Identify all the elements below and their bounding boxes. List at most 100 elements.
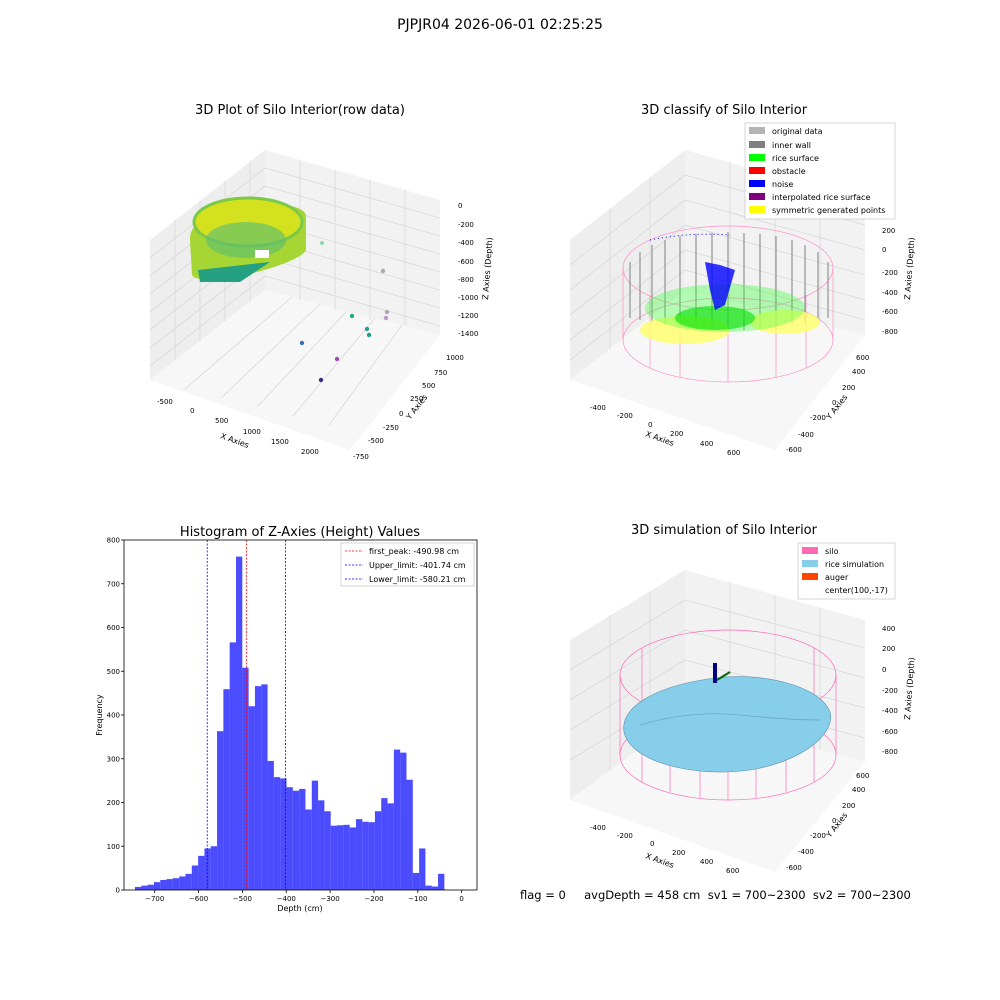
- histogram-bar: [280, 778, 287, 890]
- legend-label: noise: [772, 180, 793, 189]
- sim-z-label: Z Axies (Depth): [903, 657, 916, 720]
- histogram-x-label: Depth (cm): [277, 904, 322, 913]
- legend-swatch: [749, 193, 765, 200]
- histogram-bar: [185, 873, 192, 890]
- x-tick-label: −600: [189, 895, 208, 903]
- histogram-bar: [248, 706, 255, 890]
- sim-auger: [713, 663, 731, 683]
- legend-label: interpolated rice surface: [772, 193, 870, 202]
- classify-z-tick: 0: [882, 246, 886, 254]
- histogram-bar: [381, 798, 388, 890]
- raw-y-tick: 500: [422, 382, 435, 390]
- sim-y-tick: 0: [832, 817, 836, 825]
- sim-z-tick: -600: [882, 728, 898, 736]
- histogram-bar: [305, 809, 312, 890]
- y-tick-label: 0: [116, 887, 120, 895]
- figure-title: PJPJR04 2026-06-01 02:25:25: [397, 17, 603, 33]
- classify-x-tick: 400: [700, 440, 713, 448]
- histogram-bar: [198, 855, 205, 890]
- classify-z-tick: 200: [882, 227, 895, 235]
- legend-swatch: [749, 141, 765, 148]
- sim-z-tick: -800: [882, 748, 898, 756]
- classify-y-tick: 400: [852, 368, 865, 376]
- histogram-bar: [349, 827, 356, 890]
- histogram-bar: [166, 879, 173, 890]
- y-tick-label: 600: [107, 624, 120, 632]
- legend-swatch: [802, 560, 818, 567]
- histogram-bar: [217, 731, 224, 890]
- sim-x-tick: 200: [672, 849, 685, 857]
- raw-z-tick: -800: [458, 276, 474, 284]
- x-tick-label: 0: [459, 895, 463, 903]
- legend-label: original data: [772, 127, 823, 136]
- y-tick-label: 100: [107, 843, 120, 851]
- status-footer: flag = 0 avgDepth = 458 cm sv1 = 700~230…: [520, 888, 911, 902]
- classify-y-label: Y Axies: [824, 393, 850, 422]
- classify-y-tick: 0: [832, 399, 836, 407]
- y-tick-label: 800: [107, 537, 120, 545]
- histogram-bar: [318, 800, 325, 890]
- legend-upper-limit: Upper_limit: -401.74 cm: [369, 561, 466, 570]
- legend-label: rice surface: [772, 154, 819, 163]
- legend-label: silo: [825, 547, 839, 556]
- histogram-bar: [235, 556, 243, 890]
- histogram-bar: [419, 848, 426, 890]
- raw-z-tick: -1200: [458, 312, 478, 320]
- legend-swatch: [749, 154, 765, 161]
- histogram-bar: [406, 779, 413, 890]
- sim-y-tick: -600: [786, 864, 802, 872]
- histogram-bar: [393, 749, 401, 890]
- raw-x-tick: 1500: [271, 438, 289, 446]
- sim-x-tick: 400: [700, 858, 713, 866]
- y-tick-label: 300: [107, 755, 120, 763]
- histogram-bar: [362, 821, 369, 890]
- x-tick-label: −700: [145, 895, 164, 903]
- classify-z-tick: -200: [882, 269, 898, 277]
- sim-y-tick: 200: [842, 802, 855, 810]
- sim-x-tick: 0: [650, 840, 654, 848]
- raw-x-tick: -500: [157, 398, 173, 406]
- x-tick-label: −300: [320, 895, 339, 903]
- y-tick-label: 700: [107, 580, 120, 588]
- histogram-bar: [431, 886, 439, 890]
- raw-y-tick: -250: [383, 424, 399, 432]
- classify-z-label: Z Axies (Depth): [903, 237, 916, 300]
- histogram-bar: [153, 882, 161, 890]
- sim-legend: silo rice simulation auger center(100,-1…: [797, 542, 896, 600]
- sim-x-tick: -200: [617, 832, 633, 840]
- raw-y-tick: -500: [368, 437, 384, 445]
- histogram-bar: [254, 686, 262, 890]
- histogram-bar: [172, 878, 180, 890]
- histogram-bar: [299, 788, 306, 890]
- legend-label: inner wall: [772, 141, 811, 150]
- legend-swatch: [802, 547, 818, 554]
- classify-z-tick: -400: [882, 289, 898, 297]
- x-tick-label: −500: [233, 895, 252, 903]
- legend-first-peak: first_peak: -490.98 cm: [369, 547, 459, 556]
- raw-3d-plot: -500 0 500 1000 1500 2000 -750 -500 -250…: [149, 150, 494, 461]
- histogram-bar: [311, 780, 319, 890]
- legend-label: symmetric generated points: [772, 206, 885, 215]
- histogram-bar: [210, 846, 218, 890]
- raw-y-tick: -750: [353, 453, 369, 461]
- x-tick-label: −200: [364, 895, 383, 903]
- raw-z-label: Z Axies (Depth): [481, 237, 494, 300]
- raw-outlier-points: [299, 241, 390, 383]
- sim-z-tick: -400: [882, 707, 898, 715]
- classify-left-pane: [570, 150, 685, 380]
- histogram-bar: [223, 689, 230, 890]
- histogram-chart: Histogram of Z-Axies (Height) Values −70…: [95, 525, 478, 913]
- sim-grid: [569, 582, 866, 770]
- sim-y-tick: -200: [810, 832, 826, 840]
- raw-x-tick: 500: [215, 417, 228, 425]
- histogram-bar: [368, 822, 375, 890]
- histogram-bar: [147, 884, 154, 890]
- raw-x-tick: 2000: [301, 448, 319, 456]
- classify-z-tick: -800: [882, 328, 898, 336]
- histogram-legend: first_peak: -490.98 cm Upper_limit: -401…: [340, 542, 475, 587]
- histogram-bar: [160, 879, 167, 890]
- classify-y-tick: 200: [842, 384, 855, 392]
- histogram-bar: [292, 790, 300, 890]
- histogram-plot-area: −700 −600 −500 −400 −300 −200 −100 0 0 100 200 300 4…: [107, 537, 478, 903]
- legend-label: rice simulation: [825, 560, 884, 569]
